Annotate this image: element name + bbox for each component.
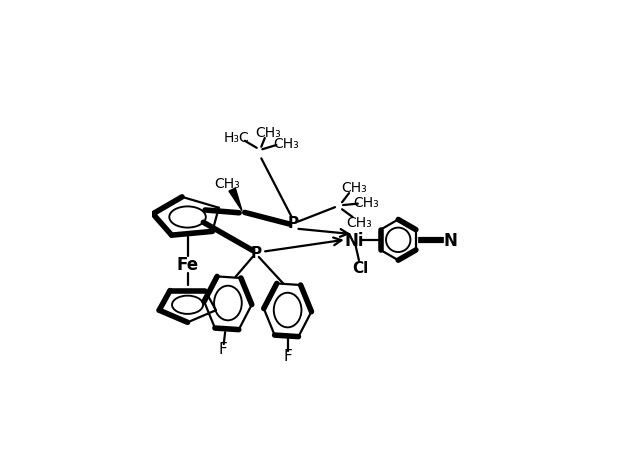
Text: F: F: [218, 341, 227, 356]
Text: Ni: Ni: [344, 231, 364, 249]
Text: CH₃: CH₃: [214, 176, 240, 190]
Polygon shape: [229, 189, 242, 211]
Text: CH₃: CH₃: [347, 216, 372, 230]
Text: F: F: [284, 349, 292, 364]
Text: CH₃: CH₃: [273, 137, 299, 151]
Text: P: P: [250, 245, 262, 260]
Text: P: P: [287, 215, 298, 230]
Text: N: N: [444, 231, 458, 249]
Text: H₃C: H₃C: [224, 131, 250, 145]
Text: CH₃: CH₃: [354, 196, 380, 210]
Text: Cl: Cl: [353, 261, 369, 276]
Text: Fe: Fe: [177, 256, 198, 274]
Text: CH₃: CH₃: [342, 181, 367, 195]
Text: CH₃: CH₃: [255, 126, 281, 139]
